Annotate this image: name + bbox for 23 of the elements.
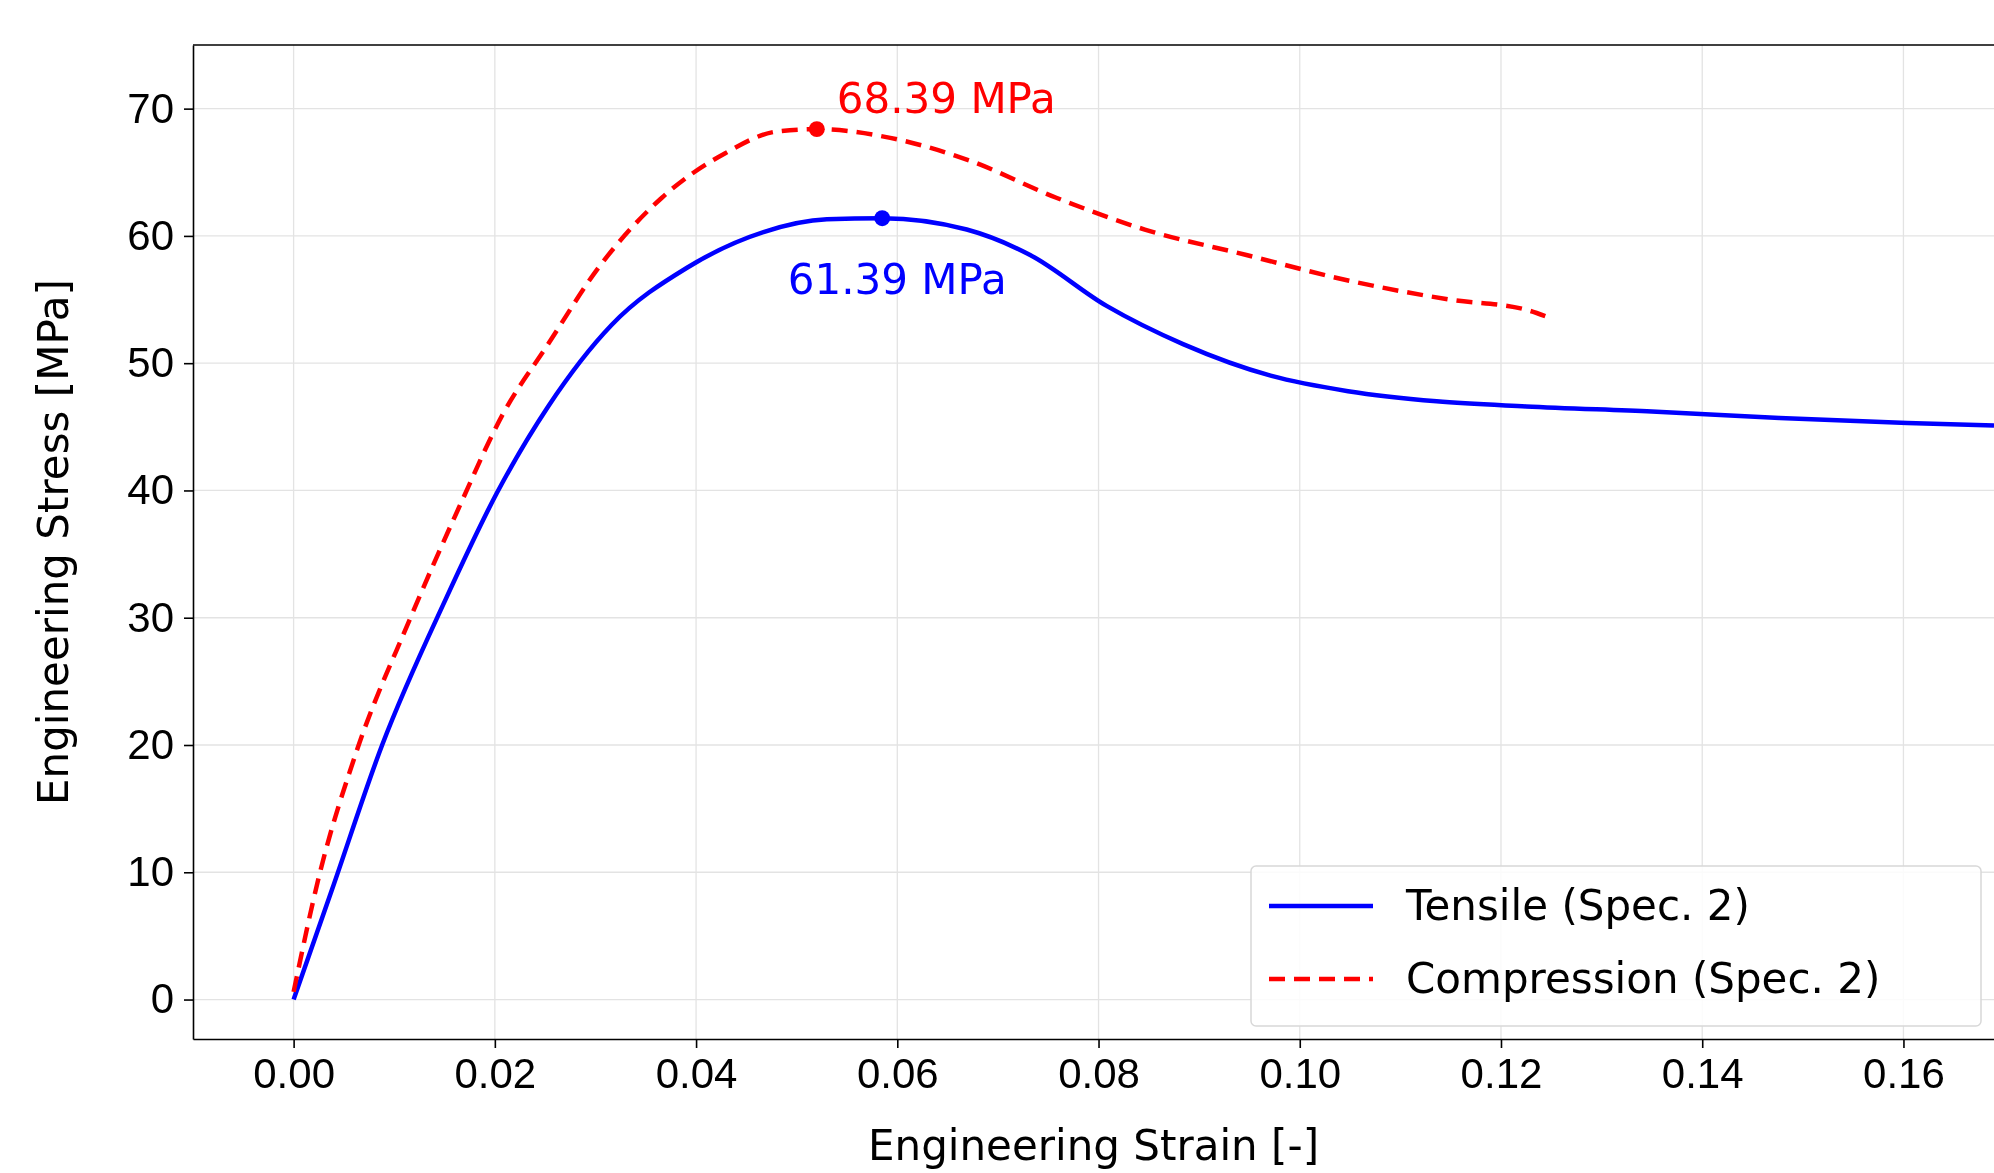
y-tick-label: 50 [127, 339, 174, 387]
y-tick-label: 20 [127, 720, 174, 768]
x-axis-title: Engineering Strain [-] [867, 1121, 1320, 1170]
x-tick-label: 0.08 [1058, 1049, 1140, 1097]
x-tick-label: 0.16 [1863, 1049, 1945, 1097]
y-tick-label: 70 [127, 84, 174, 132]
legend-label: Tensile (Spec. 2) [1405, 881, 1750, 930]
legend-label: Compression (Spec. 2) [1406, 954, 1881, 1003]
annotation: 61.39 MPa [787, 255, 1007, 305]
y-tick-label: 0 [150, 975, 174, 1023]
x-tick-label: 0.04 [655, 1049, 738, 1097]
y-tick-label: 40 [127, 466, 174, 514]
x-tick-label: 0.02 [454, 1049, 537, 1097]
x-tick-label: 0.00 [253, 1049, 335, 1097]
y-tick-label: 30 [127, 593, 174, 641]
y-axis-title: Engineering Stress [MPa] [29, 279, 78, 805]
x-tick-label: 0.06 [856, 1049, 939, 1097]
x-tick-label: 0.12 [1460, 1049, 1543, 1097]
y-tick-label: 60 [127, 211, 174, 259]
x-tick-label: 0.14 [1661, 1049, 1744, 1097]
y-tick-label: 10 [127, 848, 174, 896]
x-tick-label: 0.10 [1259, 1049, 1342, 1097]
annotation: 68.39 MPa [836, 74, 1056, 124]
